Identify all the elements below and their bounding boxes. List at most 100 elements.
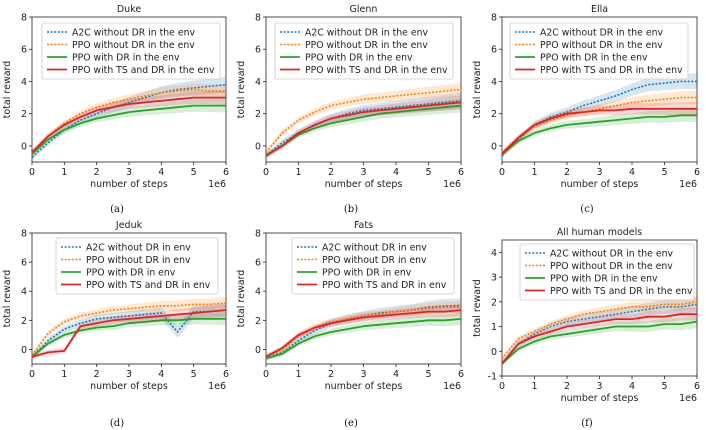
x-tick-label: 6 — [223, 167, 229, 178]
chart-title: All human models — [557, 227, 643, 238]
x-tick-label: 0 — [29, 167, 35, 178]
x-tick-label: 3 — [360, 167, 366, 178]
x-tick-label: 3 — [596, 167, 602, 178]
x-axis-label: number of steps — [90, 179, 168, 190]
y-axis-label: total reward — [236, 61, 247, 119]
chart-title: Fats — [354, 220, 373, 231]
series-line-ppo-dr — [31, 104, 226, 155]
y-tick-label: 8 — [255, 229, 261, 240]
y-tick-label: 2 — [21, 109, 27, 120]
y-tick-label: 0 — [491, 141, 497, 152]
series-band-a2c — [32, 76, 226, 160]
series-band-ppo-ts-dr — [266, 95, 461, 158]
legend-label: PPO with DR in env — [322, 268, 412, 279]
chart-title: Duke — [117, 4, 141, 15]
x-axis-label: number of steps — [561, 179, 639, 190]
y-tick-label: 2 — [21, 316, 27, 327]
x-tick-label: 1 — [531, 167, 537, 178]
x-axis-label: number of steps — [325, 381, 403, 392]
x-tick-label: 1 — [295, 369, 301, 380]
x-tick-label: 6 — [458, 369, 464, 380]
series-line-ppo-dr — [265, 318, 462, 360]
y-axis-label: total reward — [472, 61, 483, 119]
legend-label: PPO with TS and DR in env — [86, 280, 211, 291]
x-tick-label: 6 — [694, 167, 700, 178]
x-tick-label: 2 — [328, 369, 334, 380]
x-tick-label: 5 — [191, 167, 197, 178]
y-tick-label: 2 — [491, 297, 497, 308]
legend-label: PPO with TS and DR in env — [322, 280, 447, 291]
chart-title: Ella — [591, 4, 608, 15]
legend-box — [509, 22, 689, 80]
x-tick-label: 4 — [629, 167, 635, 178]
legend-label: PPO with DR in the env — [305, 53, 413, 64]
x-scale-label: 1e6 — [679, 179, 697, 190]
y-tick-label: 8 — [21, 13, 27, 24]
series-line-ppo-ts-dr — [31, 96, 226, 153]
legend-label: PPO without DR in the env — [540, 40, 663, 51]
legend-label: PPO with TS and DR in the env — [550, 286, 693, 297]
series-band-a2c — [32, 302, 226, 360]
legend-label: PPO without DR in the env — [550, 261, 673, 272]
chart-glenn: Glenn 0 2 4 6 8 0 1 2 3 4 5 6 number of steps 1e6 total… — [236, 4, 464, 215]
chart-title: Jeduk — [115, 220, 143, 231]
series-line-ppo — [31, 88, 226, 155]
figure-caption: (f) — [581, 418, 593, 429]
y-tick-label: 8 — [21, 229, 27, 240]
series-band-ppo — [266, 82, 461, 155]
legend-label: PPO without DR in the env — [305, 40, 428, 51]
legend-box — [274, 22, 454, 80]
series-band-a2c — [502, 296, 697, 367]
y-tick-label: 2 — [255, 316, 261, 327]
x-axis-label: number of steps — [561, 393, 639, 404]
x-tick-label: 0 — [263, 167, 269, 178]
series-line-ppo — [265, 306, 461, 358]
legend-box — [519, 243, 695, 301]
chart-duke: Duke 0 2 4 6 8 0 1 2 3 4 5 6 number of steps 1e6 total … — [2, 4, 229, 215]
series-line-ppo-ts-dr — [501, 107, 697, 155]
x-tick-label: 0 — [29, 369, 35, 380]
x-tick-label: 3 — [596, 381, 602, 392]
legend-box — [55, 237, 219, 295]
x-axis-label: number of steps — [90, 381, 168, 392]
figure-caption: (b) — [344, 204, 358, 215]
series-line-ppo-dr — [31, 317, 226, 358]
series-band-a2c — [266, 298, 461, 361]
y-tick-label: -1 — [488, 372, 497, 383]
x-tick-label: 4 — [393, 167, 399, 178]
legend-label: PPO without DR in the env — [72, 40, 195, 51]
y-tick-label: 8 — [491, 13, 497, 24]
x-scale-label: 1e6 — [443, 179, 461, 190]
x-tick-label: 2 — [94, 167, 100, 178]
legend-label: A2C without DR in the env — [540, 28, 663, 39]
x-tick-label: 5 — [425, 369, 431, 380]
x-scale-label: 1e6 — [679, 393, 697, 404]
y-tick-label: 4 — [21, 77, 27, 88]
y-tick-label: 0 — [255, 345, 261, 356]
series-line-ppo-ts-dr — [31, 309, 227, 358]
x-tick-label: 2 — [328, 167, 334, 178]
y-tick-label: 4 — [255, 287, 261, 298]
x-tick-label: 2 — [564, 381, 570, 392]
y-tick-label: 2 — [255, 109, 261, 120]
legend-label: PPO without DR in env — [86, 255, 191, 266]
x-tick-label: 5 — [661, 381, 667, 392]
series-band-ppo-dr — [32, 312, 226, 359]
x-tick-label: 2 — [564, 167, 570, 178]
y-tick-label: 4 — [491, 77, 497, 88]
y-axis-label: total reward — [236, 270, 247, 328]
series-line-ppo-ts-dr — [265, 101, 462, 157]
series-line-ppo — [31, 302, 227, 356]
legend-label: PPO with TS and DR in the env — [305, 65, 448, 76]
x-tick-label: 6 — [223, 369, 229, 380]
series-line-ppo-ts-dr — [501, 313, 697, 365]
legend-label: PPO with DR in the env — [550, 274, 658, 285]
figure-caption: (a) — [110, 204, 124, 215]
y-tick-label: 6 — [21, 45, 27, 56]
x-tick-label: 0 — [499, 381, 505, 392]
legend-label: PPO with DR in the env — [72, 53, 180, 64]
series-line-a2c — [31, 83, 227, 158]
